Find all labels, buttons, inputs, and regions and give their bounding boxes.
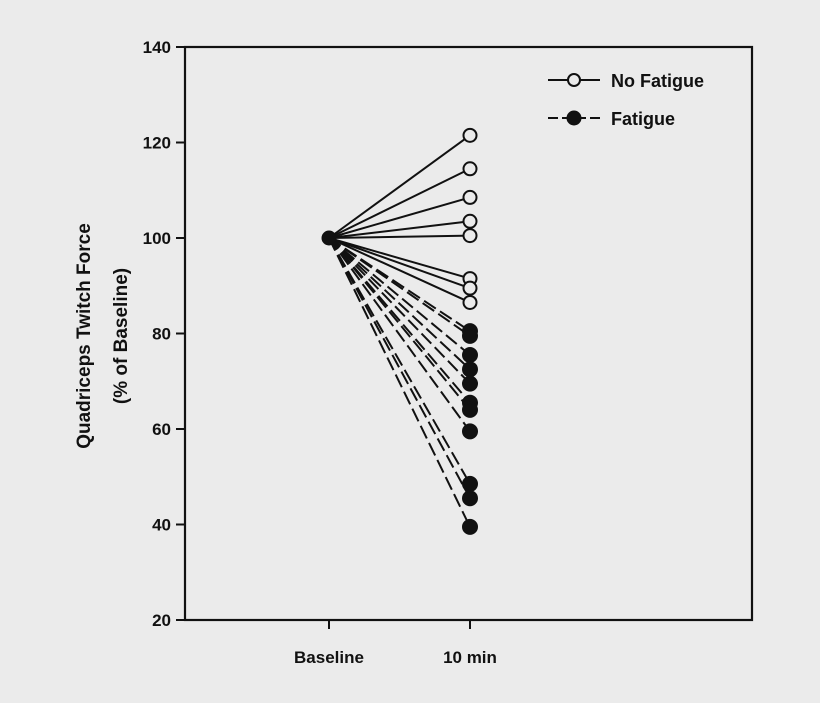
x-tick-label: Baseline bbox=[294, 648, 364, 667]
series-line-no-fatigue bbox=[328, 237, 471, 304]
series-lines bbox=[328, 134, 471, 528]
series-line-no-fatigue bbox=[328, 237, 471, 280]
data-point-fatigue bbox=[462, 361, 478, 378]
series-line-no-fatigue bbox=[328, 134, 471, 239]
data-point-no-fatigue bbox=[462, 280, 478, 296]
y-tick-label: 60 bbox=[152, 420, 171, 439]
legend-label-fatigue: Fatigue bbox=[611, 109, 675, 129]
data-point-fatigue bbox=[462, 518, 478, 535]
y-tick-label: 80 bbox=[152, 325, 171, 344]
data-point-fatigue bbox=[462, 401, 478, 418]
data-point-no-fatigue bbox=[462, 161, 478, 177]
data-point-fatigue bbox=[462, 327, 478, 344]
series-line-fatigue bbox=[328, 237, 471, 528]
y-tick-label: 120 bbox=[143, 134, 171, 153]
legend-marker-no-fatigue bbox=[567, 73, 581, 87]
series-line-fatigue bbox=[328, 237, 471, 404]
data-point-baseline bbox=[321, 230, 337, 246]
legend-label-no-fatigue: No Fatigue bbox=[611, 71, 704, 91]
data-point-fatigue bbox=[462, 423, 478, 440]
y-tick-label: 20 bbox=[152, 611, 171, 630]
series-line-fatigue bbox=[328, 237, 471, 385]
series-line-fatigue bbox=[328, 237, 471, 337]
data-point-no-fatigue bbox=[462, 294, 478, 310]
series-line-no-fatigue bbox=[328, 220, 471, 239]
y-axis-title-line2: (% of Baseline) bbox=[111, 268, 132, 404]
series-line-fatigue bbox=[328, 237, 471, 432]
series-line-fatigue bbox=[328, 237, 471, 356]
legend: No Fatigue Fatigue bbox=[548, 71, 704, 129]
data-point-no-fatigue bbox=[462, 213, 478, 229]
data-point-no-fatigue bbox=[462, 228, 478, 244]
y-axis-title-line1: Quadriceps Twitch Force bbox=[74, 223, 95, 449]
data-point-fatigue bbox=[462, 475, 478, 492]
series-line-no-fatigue bbox=[328, 237, 471, 290]
series-line-fatigue bbox=[328, 237, 471, 499]
legend-marker-fatigue bbox=[566, 110, 582, 126]
series-line-no-fatigue bbox=[328, 234, 471, 239]
data-point-fatigue bbox=[462, 375, 478, 392]
y-tick-label: 40 bbox=[152, 516, 171, 535]
x-axis-ticks: Baseline 10 min bbox=[294, 620, 497, 667]
series-line-fatigue bbox=[328, 237, 471, 371]
data-point-no-fatigue bbox=[462, 127, 478, 143]
data-point-fatigue bbox=[462, 490, 478, 507]
series-line-no-fatigue bbox=[328, 196, 471, 239]
series-line-no-fatigue bbox=[328, 167, 471, 239]
y-tick-label: 100 bbox=[143, 229, 171, 248]
x-tick-label: 10 min bbox=[443, 648, 497, 667]
series-points bbox=[321, 127, 478, 535]
series-line-fatigue bbox=[328, 237, 471, 485]
data-point-no-fatigue bbox=[462, 189, 478, 205]
y-axis-title: Quadriceps Twitch Force (% of Baseline) bbox=[74, 223, 132, 449]
y-tick-label: 140 bbox=[143, 38, 171, 57]
y-axis-ticks: 20 40 60 80 100 120 140 bbox=[143, 38, 185, 630]
data-point-fatigue bbox=[462, 346, 478, 363]
